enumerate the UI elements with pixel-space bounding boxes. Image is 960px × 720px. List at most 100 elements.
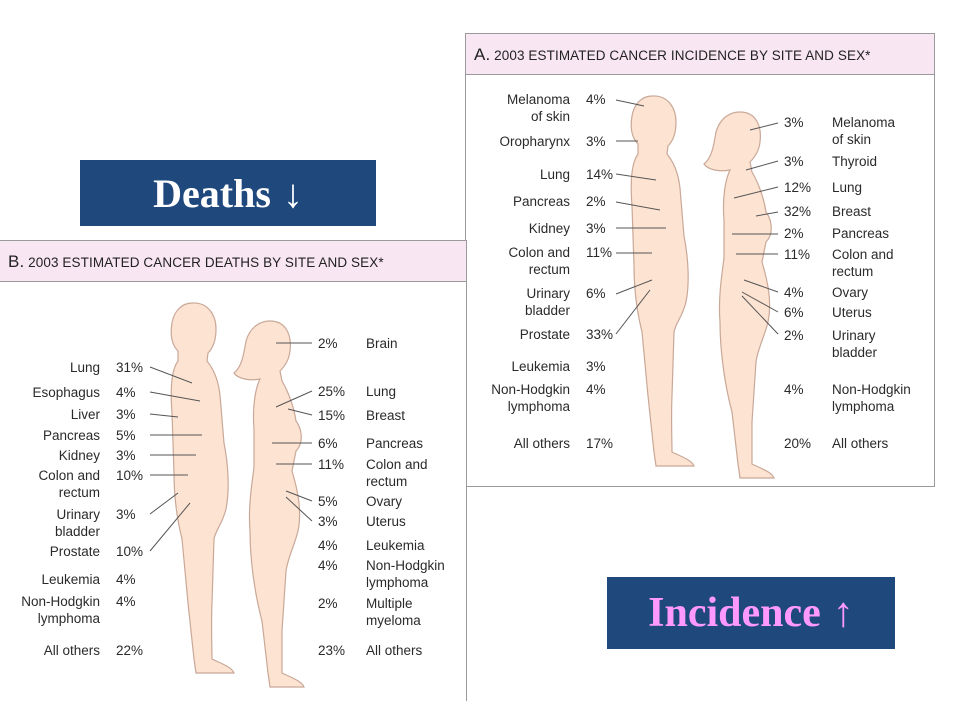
- incidence-panel: A. 2003 ESTIMATED CANCER INCIDENCE BY SI…: [465, 33, 935, 487]
- male-leader-line: [615, 289, 651, 335]
- female-leader-line: [287, 408, 313, 416]
- male-percent-label: 33%: [586, 327, 614, 342]
- female-site-label: Non-Hodgkin lymphoma: [366, 558, 445, 590]
- deaths-banner: Deaths ↓: [80, 160, 376, 226]
- male-site-label: Esophagus: [32, 385, 100, 400]
- male-percent-label: 17%: [586, 436, 614, 451]
- male-percent-label: 4%: [116, 385, 136, 400]
- male-site-label: Colon and rectum: [508, 245, 570, 277]
- female-percent-label: 5%: [318, 494, 338, 509]
- male-site-label: Oropharynx: [499, 134, 570, 149]
- male-site-label: All others: [513, 436, 570, 451]
- male-site-label: Urinary bladder: [54, 507, 100, 539]
- male-site-label: Prostate: [519, 327, 570, 342]
- female-percent-label: 4%: [784, 285, 804, 300]
- male-percent-label: 4%: [116, 594, 136, 609]
- male-percent-label: 22%: [116, 643, 144, 658]
- female-site-label: Urinary bladder: [832, 328, 878, 360]
- male-percent-label: 14%: [586, 167, 614, 182]
- male-percent-label: 31%: [116, 360, 144, 375]
- deaths-panel-title: B. 2003 ESTIMATED CANCER DEATHS BY SITE …: [8, 252, 384, 272]
- deaths-banner-text: Deaths: [153, 170, 271, 216]
- male-site-label: Lung: [69, 360, 100, 375]
- male-leader-line: [615, 201, 661, 211]
- male-percent-label: 5%: [116, 428, 136, 443]
- male-site-label: Prostate: [49, 544, 100, 559]
- male-site-label: Leukemia: [511, 359, 570, 374]
- female-site-label: Non-Hodgkin lymphoma: [832, 382, 911, 414]
- female-percent-label: 32%: [784, 204, 812, 219]
- female-percent-label: 3%: [784, 115, 804, 130]
- incidence-banner: Incidence ↑: [607, 577, 895, 649]
- male-percent-label: 3%: [116, 407, 136, 422]
- arrow-up-icon: ↑: [832, 590, 854, 636]
- female-percent-label: 4%: [784, 382, 804, 397]
- panel-letter: A.: [474, 45, 491, 64]
- female-leader-line: [743, 279, 779, 293]
- female-site-label: Leukemia: [366, 538, 425, 553]
- male-site-label: Kidney: [528, 221, 570, 236]
- male-site-label: Kidney: [58, 448, 100, 463]
- male-site-label: Colon and rectum: [38, 468, 100, 500]
- female-site-label: Breast: [832, 204, 872, 219]
- female-percent-label: 2%: [784, 226, 804, 241]
- female-site-label: All others: [832, 436, 889, 451]
- male-leader-line: [615, 99, 645, 107]
- panel-letter: B.: [8, 252, 25, 271]
- female-percent-label: 2%: [318, 336, 338, 351]
- female-percent-label: 15%: [318, 408, 346, 423]
- deaths-panel: B. 2003 ESTIMATED CANCER DEATHS BY SITE …: [0, 240, 467, 701]
- female-percent-label: 11%: [784, 247, 811, 262]
- female-percent-label: 12%: [784, 180, 812, 195]
- male-percent-label: 3%: [116, 507, 136, 522]
- panel-title-text: 2003 ESTIMATED CANCER INCIDENCE BY SITE …: [494, 48, 871, 63]
- female-percent-label: 3%: [318, 514, 338, 529]
- female-leader-line: [285, 496, 313, 522]
- female-leader-line: [745, 160, 779, 171]
- male-percent-label: 3%: [586, 221, 606, 236]
- male-leader-line: [615, 279, 653, 295]
- female-site-label: Ovary: [832, 285, 869, 300]
- male-site-label: Liver: [70, 407, 100, 422]
- female-site-label: Lung: [366, 384, 397, 399]
- female-site-label: Melanoma of skin: [832, 115, 896, 147]
- male-leader-line: [615, 173, 657, 181]
- male-site-label: Non-Hodgkin lymphoma: [21, 594, 100, 626]
- male-percent-label: 3%: [116, 448, 136, 463]
- female-site-label: Colon and rectum: [832, 247, 894, 279]
- male-site-label: Pancreas: [42, 428, 100, 443]
- female-leader-line: [755, 211, 779, 217]
- male-percent-label: 4%: [586, 382, 606, 397]
- incidence-panel-header: A. 2003 ESTIMATED CANCER INCIDENCE BY SI…: [466, 34, 934, 75]
- female-leader-line: [275, 390, 313, 408]
- male-leader-line: [149, 413, 179, 418]
- female-percent-label: 23%: [318, 643, 346, 658]
- incidence-panel-title: A. 2003 ESTIMATED CANCER INCIDENCE BY SI…: [474, 45, 871, 65]
- incidence-banner-text: Incidence: [648, 590, 821, 636]
- female-site-label: Uterus: [366, 514, 406, 529]
- female-percent-label: 25%: [318, 384, 346, 399]
- deaths-body-diagram: [149, 302, 313, 688]
- male-leader-line: [149, 391, 201, 402]
- female-percent-label: 11%: [318, 457, 345, 472]
- male-percent-label: 11%: [586, 245, 613, 260]
- male-leader-line: [149, 492, 179, 515]
- female-site-label: Lung: [832, 180, 863, 195]
- female-leader-line: [285, 490, 313, 502]
- incidence-body-diagram: [615, 95, 779, 479]
- male-site-label: Lung: [539, 167, 570, 182]
- male-percent-label: 2%: [586, 194, 606, 209]
- female-percent-label: 2%: [784, 328, 804, 343]
- female-leader-line: [733, 186, 779, 199]
- female-leader-line: [741, 295, 779, 335]
- female-figure: [703, 111, 775, 479]
- male-leader-line: [149, 366, 193, 384]
- female-percent-label: 2%: [318, 596, 338, 611]
- male-site-label: Urinary bladder: [524, 286, 570, 318]
- male-percent-label: 4%: [116, 572, 136, 587]
- male-figure: [170, 302, 235, 674]
- female-leader-line: [749, 122, 779, 131]
- male-leader-line: [149, 502, 191, 552]
- female-site-label: Brain: [366, 336, 398, 351]
- male-percent-label: 10%: [116, 544, 144, 559]
